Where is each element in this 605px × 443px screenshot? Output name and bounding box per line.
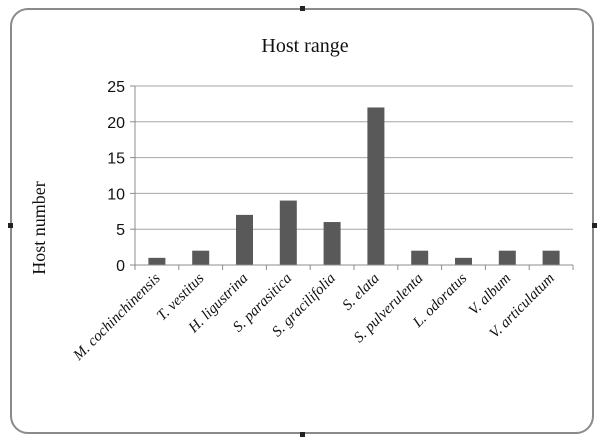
bar-3 (236, 214, 253, 265)
bar-8 (455, 257, 472, 265)
y-tick-label: 25 (107, 79, 125, 96)
chart-frame (10, 8, 594, 434)
resize-handle-left[interactable] (8, 223, 13, 228)
y-axis-label: Host number (29, 181, 49, 275)
bars (148, 107, 560, 265)
y-tick-label: 15 (107, 151, 125, 168)
resize-handle-right[interactable] (592, 223, 597, 228)
resize-handle-top[interactable] (300, 6, 305, 11)
y-tick-label: 0 (116, 258, 125, 275)
bar-7 (411, 250, 429, 265)
gridlines (135, 85, 573, 230)
bar-1 (148, 257, 166, 265)
y-tick-label: 5 (116, 222, 125, 239)
bar-2 (192, 250, 210, 265)
bar-4 (279, 200, 297, 265)
bar-5 (323, 222, 341, 265)
bar-6 (367, 107, 385, 265)
y-tick-label: 20 (107, 115, 125, 132)
y-tick-labels: 0 5 10 15 20 25 (107, 79, 125, 275)
bar-9 (498, 250, 516, 265)
x-tick-label: S. elata (340, 271, 383, 314)
chart-title: Host range (261, 35, 348, 57)
x-tick-label: M. cochinchinensis (70, 270, 164, 364)
axes (130, 85, 574, 270)
bar-10 (542, 250, 560, 265)
resize-handle-bottom[interactable] (300, 432, 305, 437)
y-tick-label: 10 (107, 186, 125, 203)
